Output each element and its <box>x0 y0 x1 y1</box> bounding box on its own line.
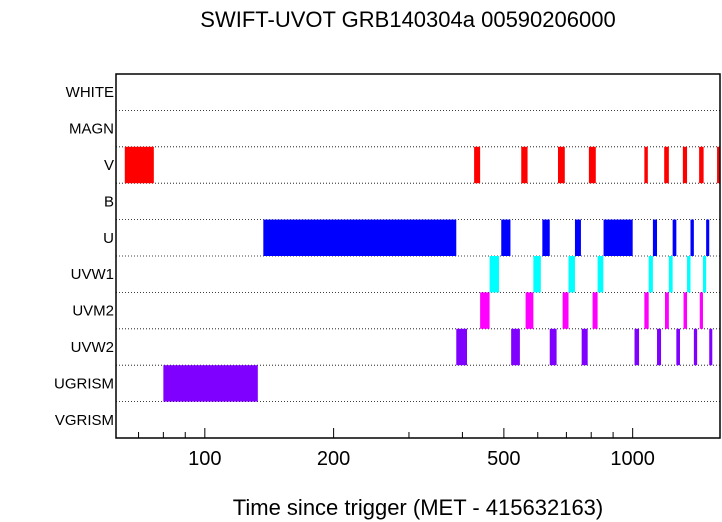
exposure-bar-uvw2 <box>657 328 662 366</box>
exposure-bar-uvm2 <box>644 292 649 329</box>
exposure-bar-v <box>124 146 154 184</box>
exposure-bar-v <box>699 146 704 184</box>
exposure-bar-u <box>672 219 677 256</box>
filter-label-u: U <box>103 230 114 247</box>
x-axis-ticks: 100 200 500 1000 <box>138 428 655 470</box>
exposure-bar-uvw1 <box>533 256 541 293</box>
exposure-bar-v <box>644 146 648 184</box>
exposure-bar-u <box>263 219 457 256</box>
exposure-bar-uvw1 <box>702 256 707 293</box>
exposure-bar-uvw2 <box>456 328 468 366</box>
x-tick-label: 500 <box>487 448 520 470</box>
exposure-bar-u <box>690 219 694 256</box>
exposure-bar-uvw2 <box>634 328 640 366</box>
filter-labels: WHITE MAGN V B U UVW1 UVM2 UVW2 UGRISM VGRISM <box>54 84 114 429</box>
exposure-bar-uvw1 <box>648 256 653 293</box>
exposure-bar-uvw2 <box>549 328 557 366</box>
exposure-bar-v <box>557 146 565 184</box>
exposure-bar-uvw2 <box>709 328 713 366</box>
chart-title: SWIFT-UVOT GRB140304a 00590206000 <box>200 7 615 32</box>
filter-label-uvw2: UVW2 <box>71 339 114 356</box>
exposure-bar-u <box>501 219 511 256</box>
plot-frame <box>115 73 721 439</box>
exposure-bar-uvm2 <box>525 292 534 329</box>
exposure-bar-uvm2 <box>699 292 703 329</box>
x-axis-label: Time since trigger (MET - 415632163) <box>233 495 604 520</box>
exposure-bar-uvw1 <box>687 256 691 293</box>
filter-label-magn: MAGN <box>69 121 114 138</box>
exposure-bar-v <box>682 146 688 184</box>
exposure-bar-uvw2 <box>581 328 588 366</box>
exposure-bars <box>124 146 720 402</box>
filter-label-uvm2: UVM2 <box>72 303 114 320</box>
exposure-bar-uvm2 <box>683 292 688 329</box>
exposure-bar-v <box>521 146 528 184</box>
exposure-bar-uvm2 <box>592 292 598 329</box>
filter-label-ugrism: UGRISM <box>54 375 114 392</box>
exposure-bar-uvw1 <box>597 256 604 293</box>
x-tick-label: 100 <box>188 448 221 470</box>
exposure-bar-v <box>588 146 596 184</box>
exposure-bar-ugrism <box>163 365 258 402</box>
exposure-bar-u <box>574 219 581 256</box>
exposure-bar-u <box>706 219 710 256</box>
exposure-bar-uvw1 <box>568 256 575 293</box>
filter-label-uvw1: UVW1 <box>71 266 114 283</box>
exposure-bar-uvw2 <box>693 328 698 366</box>
exposure-bar-v <box>717 146 720 184</box>
exposure-bar-uvm2 <box>480 292 490 329</box>
filter-label-v: V <box>104 157 114 174</box>
exposure-bar-v <box>474 146 481 184</box>
exposure-bar-uvw1 <box>489 256 499 293</box>
exposure-bar-u <box>652 219 658 256</box>
x-tick-label: 1000 <box>610 448 655 470</box>
exposure-bar-u <box>542 219 550 256</box>
filter-label-white: WHITE <box>66 84 114 101</box>
exposure-bar-v <box>664 146 669 184</box>
exposure-bar-uvw2 <box>676 328 680 366</box>
filter-label-vgrism: VGRISM <box>55 412 114 429</box>
exposure-bar-uvm2 <box>664 292 669 329</box>
exposure-bar-uvm2 <box>562 292 569 329</box>
exposure-bar-u <box>603 219 633 256</box>
x-tick-label: 200 <box>317 448 350 470</box>
exposure-bar-uvw2 <box>511 328 520 366</box>
exposure-bar-uvw1 <box>668 256 673 293</box>
filter-label-b: B <box>104 193 114 210</box>
